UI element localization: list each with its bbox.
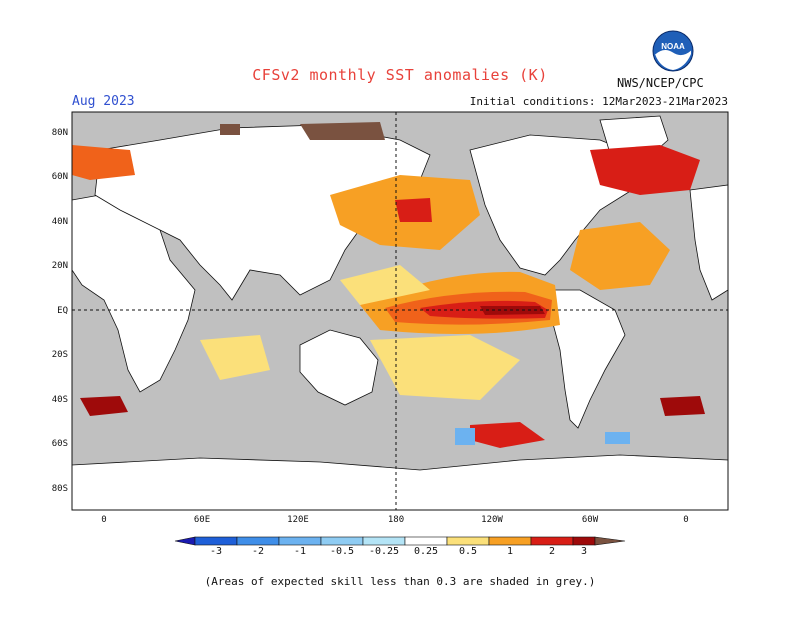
colorbar-swatch — [278, 536, 322, 546]
colorbar-tick: -0.5 — [329, 546, 355, 557]
lon-label: 120W — [481, 515, 503, 525]
colorbar-arrow-low — [174, 536, 196, 546]
colorbar-tick: 3 — [580, 546, 588, 557]
colorbar-swatch — [530, 536, 574, 546]
indian-ocean-yellow — [200, 335, 270, 380]
lat-label: 60N — [52, 172, 68, 182]
colorbar-tick: 1 — [506, 546, 514, 557]
colorbar-swatch — [572, 536, 596, 546]
colorbar-tick: 0.25 — [413, 546, 439, 557]
colorbar-swatch — [446, 536, 490, 546]
lon-label: 60E — [194, 515, 210, 525]
lat-label: 40S — [52, 395, 68, 405]
southern-ocean-patch-2 — [80, 396, 128, 416]
lat-label: 20N — [52, 261, 68, 271]
tropical-pacific-yellow — [340, 265, 430, 305]
lon-label: 0 — [683, 515, 688, 525]
colorbar-swatch — [488, 536, 532, 546]
valid-month-label: Aug 2023 — [72, 94, 135, 109]
north-indian-warm — [72, 145, 135, 180]
colorbar-arrow-high — [594, 536, 626, 546]
colorbar-tick: -1 — [293, 546, 307, 557]
arctic-brown-1 — [300, 122, 385, 140]
agency-label: NWS/NCEP/CPC — [617, 76, 704, 90]
cool-patch-2 — [605, 432, 630, 444]
map-frame — [71, 111, 729, 511]
australia-landmass — [299, 329, 379, 406]
lat-label: 40N — [52, 217, 68, 227]
colorbar-tick: -0.25 — [368, 546, 400, 557]
lon-label: 60W — [582, 515, 599, 525]
southern-ocean-patch-3 — [660, 396, 705, 416]
lat-label: 80S — [52, 484, 68, 494]
noaa-logo: NOAA — [652, 30, 694, 72]
lon-label: 0 — [101, 515, 106, 525]
colorbar-tick: -2 — [251, 546, 265, 557]
lat-label: 60S — [52, 439, 68, 449]
south-america-landmass — [547, 289, 626, 429]
latitude-labels: 80N 60N 40N 20N EQ 20S 40S 60S 80S — [52, 128, 68, 494]
lon-label: 180 — [388, 515, 404, 525]
anomaly-shading — [72, 122, 705, 448]
arctic-brown-2 — [220, 124, 240, 135]
longitude-labels: 0 60E 120E 180 120W 60W 0 — [101, 515, 688, 525]
north-pacific-red — [395, 198, 432, 222]
colorbar-tick: -3 — [209, 546, 223, 557]
lat-label: EQ — [57, 306, 68, 316]
lat-label: 20S — [52, 350, 68, 360]
southern-ocean-patch-1 — [470, 422, 545, 448]
colorbar — [174, 536, 626, 546]
cool-patch-1 — [455, 428, 475, 445]
skill-footnote: (Areas of expected skill less than 0.3 a… — [204, 575, 596, 588]
colorbar-swatch — [362, 536, 406, 546]
colorbar-swatch — [320, 536, 364, 546]
map-title: CFSv2 monthly SST anomalies (K) — [252, 66, 548, 84]
noaa-logo-text: NOAA — [661, 42, 685, 51]
colorbar-tick: 2 — [548, 546, 556, 557]
initial-conditions-label: Initial conditions: 12Mar2023-21Mar2023 — [469, 95, 728, 108]
north-atlantic-high-lat — [590, 145, 700, 195]
north-atlantic-warm — [570, 222, 670, 290]
lon-label: 120E — [287, 515, 309, 525]
colorbar-swatch — [236, 536, 280, 546]
south-pacific-yellow — [370, 335, 520, 400]
colorbar-swatch — [194, 536, 238, 546]
colorbar-tick: 0.5 — [458, 546, 478, 557]
lat-label: 80N — [52, 128, 68, 138]
colorbar-swatch — [404, 536, 448, 546]
